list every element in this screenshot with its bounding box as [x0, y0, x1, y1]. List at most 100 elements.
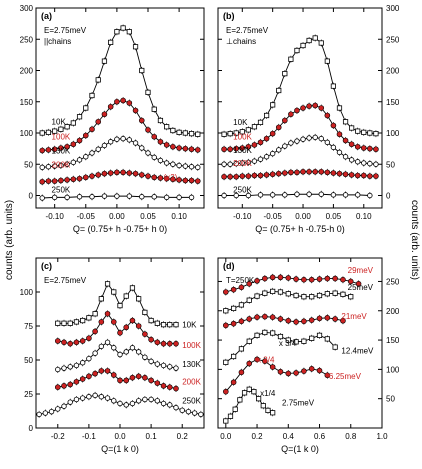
- data-point: [92, 370, 98, 377]
- data-point: [246, 386, 252, 392]
- data-point: [309, 335, 315, 341]
- data-point: [260, 403, 266, 409]
- data-point: [148, 336, 154, 343]
- data-point: [163, 175, 170, 182]
- data-point: [98, 394, 105, 400]
- data-point: [55, 320, 61, 326]
- data-point: [233, 145, 240, 152]
- data-point: [324, 314, 331, 321]
- x-axis-label: Q=(1 k 0): [281, 444, 319, 454]
- data-point: [336, 149, 343, 156]
- data-point: [117, 400, 123, 407]
- data-point: [64, 143, 70, 150]
- data-point: [239, 173, 246, 179]
- data-point: [157, 157, 164, 164]
- data-point: [104, 395, 111, 401]
- series-12-4mev: [223, 328, 338, 366]
- data-point: [117, 302, 123, 309]
- data-point: [138, 172, 145, 178]
- y-tick-label: 250: [20, 35, 34, 44]
- data-point: [61, 365, 67, 371]
- data-point: [367, 130, 373, 136]
- data-point: [294, 191, 300, 197]
- y-tick-label: 100: [20, 129, 34, 138]
- data-point: [126, 170, 133, 176]
- data-point: [123, 402, 129, 408]
- data-point: [324, 58, 330, 64]
- data-point: [151, 194, 157, 200]
- panel-label: (d): [223, 261, 235, 271]
- data-point: [256, 396, 262, 402]
- data-point: [300, 42, 306, 49]
- curve-label: 130K: [52, 147, 71, 156]
- y-tick-label: 0: [29, 424, 34, 433]
- data-point: [142, 309, 148, 316]
- x-tick-label: -0.2: [51, 432, 65, 441]
- data-point: [300, 168, 306, 175]
- data-point: [39, 195, 45, 201]
- data-point: [126, 29, 132, 35]
- data-point: [277, 274, 284, 281]
- data-point: [373, 161, 379, 167]
- data-point: [117, 377, 123, 384]
- data-point: [101, 142, 108, 149]
- data-point: [139, 145, 145, 151]
- data-point: [262, 290, 268, 296]
- data-point: [173, 404, 179, 411]
- data-point: [51, 163, 58, 169]
- data-point: [132, 44, 139, 50]
- data-point: [282, 192, 288, 198]
- data-point: [120, 135, 126, 142]
- data-point: [55, 366, 61, 373]
- data-point: [300, 105, 306, 111]
- panel-label: (a): [41, 11, 52, 21]
- curve-label: 10K: [52, 117, 67, 126]
- data-point: [282, 71, 288, 77]
- x-tick-label: 0.4: [283, 432, 295, 441]
- curve-label: 200K: [182, 377, 201, 386]
- data-point: [324, 139, 331, 146]
- data-point: [361, 160, 367, 166]
- data-point: [233, 192, 239, 199]
- data-point: [83, 154, 89, 160]
- panel-label: (b): [223, 11, 235, 21]
- data-point: [160, 322, 167, 328]
- data-point: [316, 367, 323, 374]
- data-point: [254, 332, 260, 338]
- curve-label: x1/4: [260, 389, 276, 398]
- data-point: [164, 124, 170, 130]
- data-point: [145, 127, 151, 133]
- data-point: [306, 37, 312, 44]
- data-point: [51, 178, 58, 184]
- x-axis-label: Q= (0.75+ h -0.75-h 0): [255, 224, 345, 234]
- plot-frame: [217, 257, 383, 429]
- y-tick-label: 0: [29, 192, 34, 201]
- data-point: [367, 145, 373, 152]
- data-point: [285, 291, 291, 297]
- data-point: [45, 147, 52, 153]
- data-point: [246, 316, 253, 322]
- data-point: [70, 141, 77, 148]
- data-point: [367, 192, 373, 199]
- data-point: [308, 317, 315, 323]
- data-point: [160, 400, 167, 407]
- data-point: [373, 173, 379, 179]
- data-point: [76, 114, 83, 120]
- data-point: [245, 173, 252, 179]
- data-point: [306, 191, 312, 197]
- curve-label: 100K: [182, 341, 201, 350]
- data-point: [163, 142, 170, 148]
- data-point: [251, 124, 258, 130]
- data-point: [238, 369, 245, 376]
- data-point: [342, 154, 349, 160]
- data-point: [269, 274, 276, 281]
- data-point: [86, 373, 92, 380]
- data-point: [92, 392, 98, 399]
- data-point: [163, 160, 170, 166]
- data-point: [173, 340, 179, 347]
- data-point: [135, 398, 142, 404]
- series-line: [225, 316, 344, 326]
- data-point: [309, 294, 315, 300]
- data-point: [342, 119, 349, 125]
- data-point: [316, 292, 323, 299]
